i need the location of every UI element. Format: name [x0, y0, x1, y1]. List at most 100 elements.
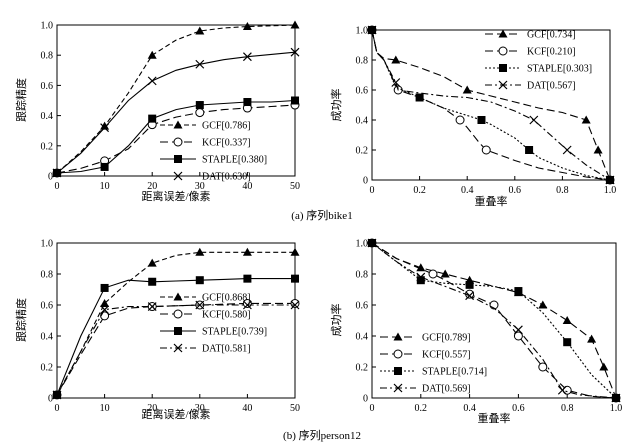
series-gcf	[52, 247, 300, 399]
data-point	[195, 101, 204, 110]
data-point	[465, 280, 474, 289]
x-tick-label: 40	[242, 403, 252, 414]
data-point	[440, 269, 450, 278]
data-point	[562, 145, 572, 155]
x-tick-label: 10	[100, 181, 110, 192]
caption-bottom: (b) 序列person12	[283, 428, 361, 442]
x-tick-label: 0	[55, 181, 60, 192]
data-point	[599, 362, 609, 371]
data-point	[290, 247, 300, 256]
legend-item: KCF[0.210]	[485, 46, 576, 58]
series-line	[56, 304, 295, 396]
y-tick-label: 1.0	[41, 21, 54, 32]
y-tick-label: 1.0	[356, 239, 369, 250]
legend-item: STAPLE[0.739]	[160, 327, 267, 338]
legend-marker	[393, 383, 403, 393]
x-tick-label: 10	[100, 403, 110, 414]
legend-label: DAT[0.630]	[202, 172, 251, 183]
data-point	[367, 25, 377, 35]
legend: GCF[0.734] KCF[0.210] STAPLE[0.303] DAT[0.5…	[485, 29, 592, 92]
data-point	[100, 121, 110, 130]
data-point	[428, 269, 438, 279]
data-point	[148, 114, 157, 123]
data-point	[242, 22, 252, 31]
chart-bike1-success: 0 0.2 0.4 0.6 0.8 1.0 0 0.2 0.4 0.6 0.8 1.0 重叠率 成功率 GC…	[329, 25, 617, 208]
series-line	[56, 24, 296, 174]
y-tick-label: 0.8	[356, 270, 369, 281]
legend-marker	[173, 120, 183, 129]
x-tick-label: 0.6	[512, 403, 525, 414]
data-point	[100, 123, 110, 133]
legend-label: KCF[0.210]	[527, 47, 576, 58]
series-kcf	[367, 238, 621, 403]
data-point	[481, 145, 491, 155]
x-tick-label: 0.6	[509, 185, 522, 196]
x-tick-label: 0.8	[561, 403, 574, 414]
y-tick-label: 0.4	[41, 111, 54, 122]
data-point	[605, 175, 615, 185]
plot-frame	[371, 29, 611, 181]
series-gcf	[367, 25, 615, 184]
y-tick-label: 0.2	[41, 141, 54, 152]
y-tick-label: 0.8	[41, 270, 54, 281]
series-line	[56, 51, 296, 174]
data-point	[147, 302, 157, 311]
series-gcf	[52, 20, 300, 177]
data-point	[290, 298, 300, 308]
y-tick-label: 0.2	[41, 363, 54, 374]
data-point	[563, 338, 572, 347]
legend-item: DAT[0.569]	[380, 384, 471, 395]
legend-marker	[393, 349, 403, 359]
legend-marker	[173, 137, 183, 147]
x-tick-label: 1.0	[604, 185, 617, 196]
legend-item: KCF[0.580]	[160, 309, 251, 321]
legend-marker	[174, 155, 182, 163]
x-tick-label: 20	[147, 403, 157, 414]
legend-item: STAPLE[0.714]	[380, 367, 487, 378]
y-tick-label: 0	[363, 394, 368, 405]
data-point	[100, 162, 109, 171]
data-point	[391, 55, 401, 64]
y-tick-label: 0.6	[41, 301, 54, 312]
legend: GCF[0.786] KCF[0.337] STAPLE[0.380] DAT[0.6…	[160, 120, 267, 183]
x-axis-label: 距离误差/像素	[141, 407, 210, 421]
y-tick-label: 0.4	[356, 332, 369, 343]
legend: GCF[0.789] KCF[0.557] STAPLE[0.714] DAT[0.5…	[380, 332, 487, 395]
y-tick-label: 0.4	[41, 332, 54, 343]
data-point	[147, 258, 157, 267]
y-tick-label: 1.0	[356, 26, 369, 37]
y-tick-label: 0.8	[356, 56, 369, 67]
data-point	[290, 300, 300, 310]
x-axis-label: 重叠率	[478, 411, 511, 425]
y-tick-label: 0.6	[41, 81, 54, 92]
legend-item: STAPLE[0.380]	[160, 155, 267, 166]
legend-label: KCF[0.557]	[422, 350, 471, 361]
x-tick-label: 0	[55, 403, 60, 414]
data-point	[290, 20, 300, 29]
legend-label: GCF[0.789]	[422, 333, 471, 344]
x-tick-label: 0	[370, 403, 375, 414]
data-point	[562, 316, 572, 324]
legend-item: DAT[0.630]	[160, 172, 251, 183]
y-axis-label: 跟踪精度	[14, 298, 28, 342]
data-point	[391, 78, 401, 87]
data-point	[242, 247, 252, 256]
y-axis-label: 成功率	[329, 89, 343, 122]
data-point	[587, 334, 597, 343]
legend-label: GCF[0.868]	[202, 293, 251, 304]
series-dat	[367, 25, 615, 185]
legend-label: GCF[0.734]	[527, 30, 576, 41]
data-point	[195, 276, 204, 285]
data-point	[147, 50, 157, 59]
data-point	[52, 168, 62, 178]
data-point	[195, 247, 205, 256]
y-tick-label: 1.0	[41, 239, 54, 250]
legend-marker	[498, 46, 508, 56]
x-axis-label: 距离误差/像素	[141, 189, 210, 203]
y-tick-label: 0.4	[356, 116, 369, 127]
chart-person12-success: 0 0.2 0.4 0.6 0.8 1.0 0 0.2 0.4 0.6 0.8 1.0 重叠率 成功率 GC…	[329, 238, 622, 425]
legend-label: STAPLE[0.739]	[202, 327, 267, 338]
legend-label: KCF[0.580]	[202, 310, 251, 321]
legend-item: GCF[0.868]	[160, 292, 251, 304]
y-tick-label: 0.2	[356, 146, 369, 157]
